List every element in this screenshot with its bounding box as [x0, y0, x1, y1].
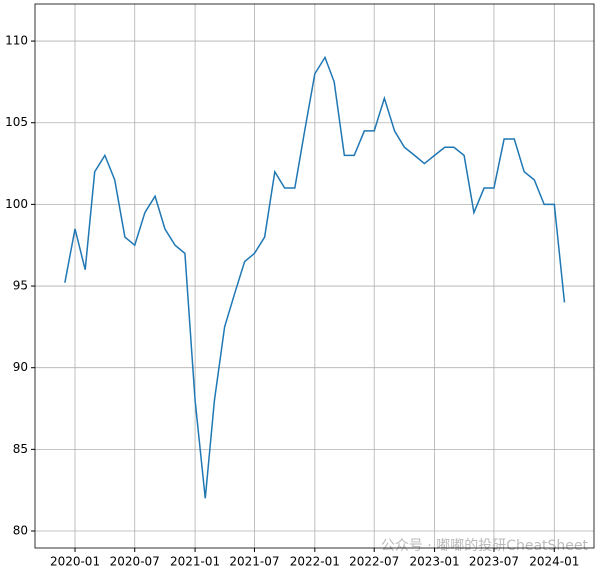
y-tick-label: 80 [13, 524, 28, 538]
y-tick-label: 90 [13, 360, 28, 374]
y-tick-label: 105 [5, 115, 28, 129]
line-series [64, 55, 566, 499]
plot-frame [34, 3, 595, 549]
y-tick-label: 95 [13, 279, 28, 293]
x-tick-label: 2023-01 [409, 555, 459, 569]
y-tick-label: 85 [13, 442, 28, 456]
x-tick-label: 2020-07 [110, 555, 160, 569]
x-tick-label: 2020-01 [50, 555, 100, 569]
watermark: 公众号 · 嘟嘟的投研CheatSheet [381, 538, 589, 554]
x-tick-label: 2021-07 [229, 555, 279, 569]
y-tick-label: 100 [5, 197, 28, 211]
x-tick-label: 2024-01 [529, 555, 579, 569]
x-tick-label: 2022-01 [290, 555, 340, 569]
x-tick-label: 2021-01 [170, 555, 220, 569]
x-tick-label: 2022-07 [349, 555, 399, 569]
x-tick-label: 2023-07 [469, 555, 519, 569]
y-tick-label: 110 [5, 34, 28, 48]
